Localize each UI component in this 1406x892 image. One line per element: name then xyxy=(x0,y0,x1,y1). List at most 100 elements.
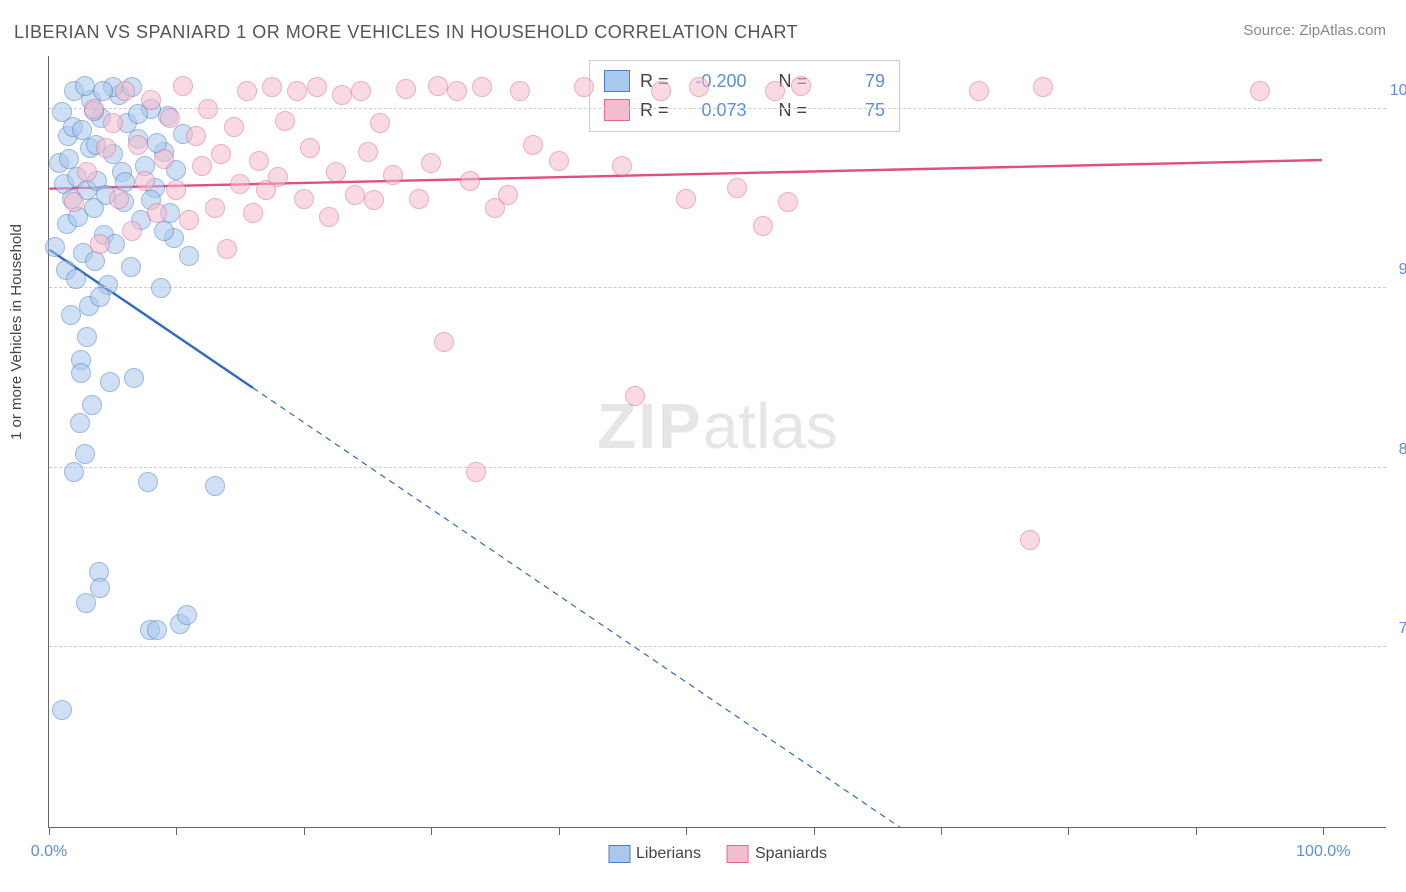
data-point-spaniards xyxy=(765,81,785,101)
data-point-spaniards xyxy=(428,76,448,96)
data-point-spaniards xyxy=(135,171,155,191)
data-point-liberians xyxy=(71,363,91,383)
data-point-spaniards xyxy=(625,386,645,406)
data-point-liberians xyxy=(75,76,95,96)
legend-row: R =0.073N =75 xyxy=(604,96,885,125)
data-point-liberians xyxy=(154,221,174,241)
legend-label: Liberians xyxy=(636,845,701,862)
data-point-spaniards xyxy=(466,462,486,482)
data-point-spaniards xyxy=(166,180,186,200)
data-point-spaniards xyxy=(186,126,206,146)
data-point-spaniards xyxy=(268,167,288,187)
legend-r-value: 0.073 xyxy=(679,96,747,125)
y-axis-label: 1 or more Vehicles in Household xyxy=(8,224,25,440)
legend-swatch xyxy=(604,99,630,121)
source-prefix: Source: xyxy=(1243,22,1299,39)
data-point-liberians xyxy=(177,605,197,625)
data-point-spaniards xyxy=(262,77,282,97)
legend-swatch xyxy=(727,845,749,863)
legend-r-value: -0.200 xyxy=(679,67,747,96)
data-point-spaniards xyxy=(472,77,492,97)
data-point-spaniards xyxy=(358,142,378,162)
data-point-spaniards xyxy=(421,153,441,173)
data-point-spaniards xyxy=(574,77,594,97)
data-point-spaniards xyxy=(287,81,307,101)
data-point-spaniards xyxy=(154,149,174,169)
data-point-spaniards xyxy=(205,198,225,218)
legend-item-liberians: Liberians xyxy=(608,845,701,863)
data-point-spaniards xyxy=(198,99,218,119)
y-tick-label: 70.0% xyxy=(1399,620,1406,638)
data-point-liberians xyxy=(90,578,110,598)
data-point-spaniards xyxy=(64,192,84,212)
data-point-spaniards xyxy=(383,165,403,185)
x-tick-label: 0.0% xyxy=(31,843,67,861)
data-point-liberians xyxy=(64,462,84,482)
data-point-liberians xyxy=(77,327,97,347)
data-point-spaniards xyxy=(294,189,314,209)
data-point-spaniards xyxy=(243,203,263,223)
data-point-spaniards xyxy=(510,81,530,101)
data-point-spaniards xyxy=(345,185,365,205)
x-tick xyxy=(304,827,305,835)
data-point-spaniards xyxy=(1033,77,1053,97)
data-point-spaniards xyxy=(1020,530,1040,550)
chart-title: LIBERIAN VS SPANIARD 1 OR MORE VEHICLES … xyxy=(14,22,798,43)
data-point-spaniards xyxy=(447,81,467,101)
data-point-spaniards xyxy=(791,76,811,96)
legend-n-value: 75 xyxy=(817,96,885,125)
series-legend: Liberians Spaniards xyxy=(608,845,827,863)
data-point-spaniards xyxy=(498,185,518,205)
y-tick-label: 80.0% xyxy=(1399,441,1406,459)
source-name: ZipAtlas.com xyxy=(1299,22,1386,39)
x-tick xyxy=(176,827,177,835)
data-point-spaniards xyxy=(160,108,180,128)
data-point-spaniards xyxy=(141,90,161,110)
x-tick xyxy=(559,827,560,835)
data-point-spaniards xyxy=(307,77,327,97)
data-point-spaniards xyxy=(370,113,390,133)
x-tick xyxy=(1323,827,1324,835)
data-point-liberians xyxy=(151,278,171,298)
data-point-liberians xyxy=(179,246,199,266)
x-tick xyxy=(49,827,50,835)
data-point-spaniards xyxy=(147,203,167,223)
x-tick xyxy=(1068,827,1069,835)
data-point-spaniards xyxy=(96,138,116,158)
gridline-h xyxy=(49,646,1386,647)
watermark-bold: ZIP xyxy=(597,390,703,462)
data-point-spaniards xyxy=(689,77,709,97)
data-point-spaniards xyxy=(612,156,632,176)
data-point-liberians xyxy=(66,269,86,289)
x-tick xyxy=(941,827,942,835)
data-point-spaniards xyxy=(300,138,320,158)
data-point-spaniards xyxy=(90,234,110,254)
y-tick-label: 100.0% xyxy=(1390,82,1406,100)
data-point-spaniards xyxy=(460,171,480,191)
legend-swatch xyxy=(608,845,630,863)
data-point-spaniards xyxy=(1250,81,1270,101)
legend-swatch xyxy=(604,70,630,92)
legend-n-value: 79 xyxy=(817,67,885,96)
data-point-liberians xyxy=(93,81,113,101)
data-point-spaniards xyxy=(364,190,384,210)
source-label: Source: ZipAtlas.com xyxy=(1243,22,1386,39)
data-point-spaniards xyxy=(319,207,339,227)
gridline-h xyxy=(49,467,1386,468)
data-point-spaniards xyxy=(523,135,543,155)
data-point-spaniards xyxy=(351,81,371,101)
legend-item-spaniards: Spaniards xyxy=(727,845,827,863)
data-point-spaniards xyxy=(778,192,798,212)
legend-row: R =-0.200N =79 xyxy=(604,67,885,96)
gridline-h xyxy=(49,287,1386,288)
data-point-spaniards xyxy=(753,216,773,236)
data-point-spaniards xyxy=(249,151,269,171)
data-point-spaniards xyxy=(275,111,295,131)
data-point-liberians xyxy=(90,287,110,307)
data-point-liberians xyxy=(138,472,158,492)
data-point-spaniards xyxy=(237,81,257,101)
x-tick xyxy=(814,827,815,835)
gridline-h xyxy=(49,108,1386,109)
data-point-spaniards xyxy=(192,156,212,176)
legend-n-label: N = xyxy=(779,96,808,125)
